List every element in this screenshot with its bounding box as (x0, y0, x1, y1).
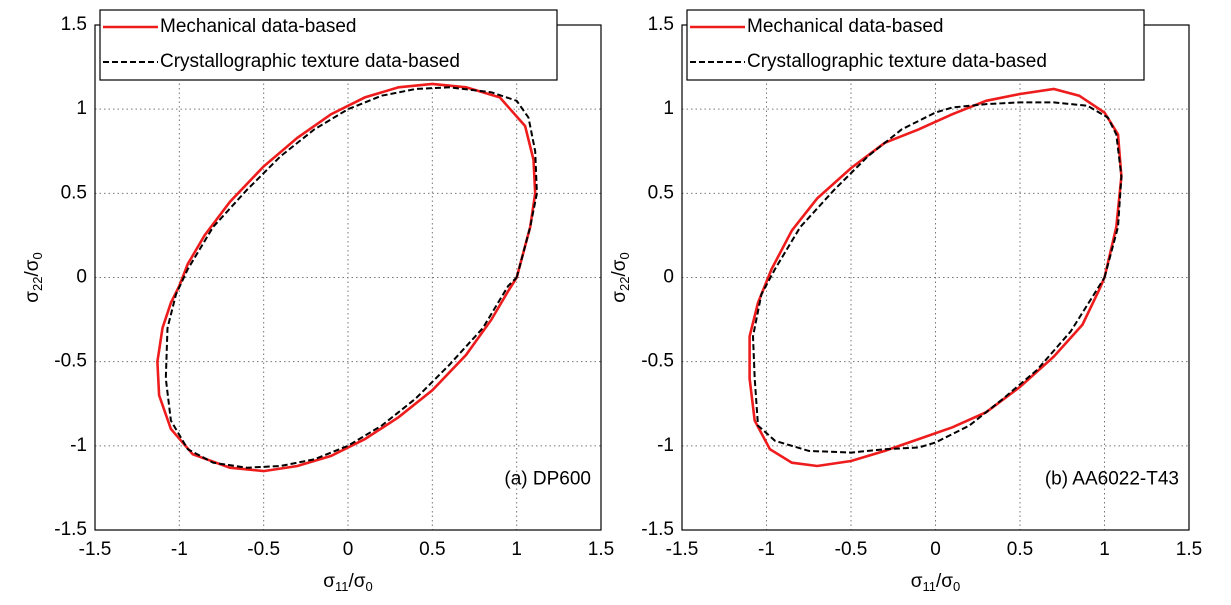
x-tick-label: 0.5 (419, 539, 445, 560)
y-tick-label: 0.5 (61, 182, 87, 203)
legend-label: Mechanical data-based (160, 16, 356, 37)
x-axis-label: σ11/σ0 (911, 571, 960, 594)
legend-label: Crystallographic texture data-based (160, 51, 460, 72)
y-tick-label: -0.5 (641, 351, 674, 372)
x-axis-label-part: 11 (922, 579, 936, 594)
x-tick-label: 1.5 (1176, 539, 1202, 560)
y-tick-label: 1 (76, 98, 87, 119)
legend-box (99, 9, 558, 81)
x-axis-label-part: 11 (335, 579, 349, 594)
y-tick-label: 0 (76, 267, 87, 288)
x-axis-label-part: /σ (936, 571, 953, 592)
x-axis-label-part: 0 (953, 579, 960, 594)
y-axis-label-part: 0 (617, 252, 632, 259)
x-axis-label-part: 0 (366, 579, 373, 594)
x-tick-label: -0.5 (247, 539, 280, 560)
y-axis-label-part: /σ (22, 259, 43, 276)
y-axis-label-part: /σ (609, 259, 630, 276)
x-tick-label: 0 (343, 539, 354, 560)
x-tick-label: 1.5 (588, 539, 614, 560)
series-line (751, 101, 1123, 454)
x-tick-label: -1.5 (666, 539, 699, 560)
x-tick-label: 0.5 (1007, 539, 1033, 560)
y-tick-label: -1 (70, 435, 87, 456)
legend-label: Crystallographic texture data-based (747, 51, 1047, 72)
y-axis-label-part: σ (609, 291, 630, 303)
y-tick-label: 1 (663, 98, 674, 119)
y-tick-label: -1.5 (641, 519, 674, 540)
y-axis-label: σ22/σ0 (22, 252, 45, 302)
x-tick-label: -1 (758, 539, 775, 560)
series-line (748, 87, 1123, 468)
y-tick-label: -1.5 (54, 519, 87, 540)
legend-box (686, 9, 1145, 81)
series-line (164, 86, 538, 469)
x-axis-label-part: /σ (348, 571, 365, 592)
y-axis-label-part: 0 (30, 252, 45, 259)
x-tick-label: 1 (511, 539, 522, 560)
annotation: (b) AA6022-T43 (1045, 469, 1179, 490)
y-axis-label-part: σ (22, 291, 43, 303)
x-tick-label: -1 (171, 539, 188, 560)
y-tick-label: 1.5 (648, 14, 674, 35)
annotation: (a) DP600 (504, 469, 591, 490)
y-tick-label: -1 (657, 435, 674, 456)
x-axis-label: σ11/σ0 (323, 571, 372, 594)
x-axis-label-part: σ (323, 571, 335, 592)
x-tick-label: 1 (1099, 539, 1110, 560)
y-axis-label: σ22/σ0 (609, 252, 632, 302)
y-tick-label: 0 (663, 267, 674, 288)
y-tick-label: 0.5 (648, 182, 674, 203)
x-tick-label: 0 (930, 539, 941, 560)
y-tick-label: -0.5 (54, 351, 87, 372)
x-tick-label: -1.5 (79, 539, 112, 560)
x-tick-label: -0.5 (835, 539, 868, 560)
legend-label: Mechanical data-based (747, 16, 943, 37)
y-axis-label-part: 22 (617, 277, 632, 291)
y-tick-label: 1.5 (61, 14, 87, 35)
y-axis-label-part: 22 (30, 277, 45, 291)
x-axis-label-part: σ (911, 571, 923, 592)
